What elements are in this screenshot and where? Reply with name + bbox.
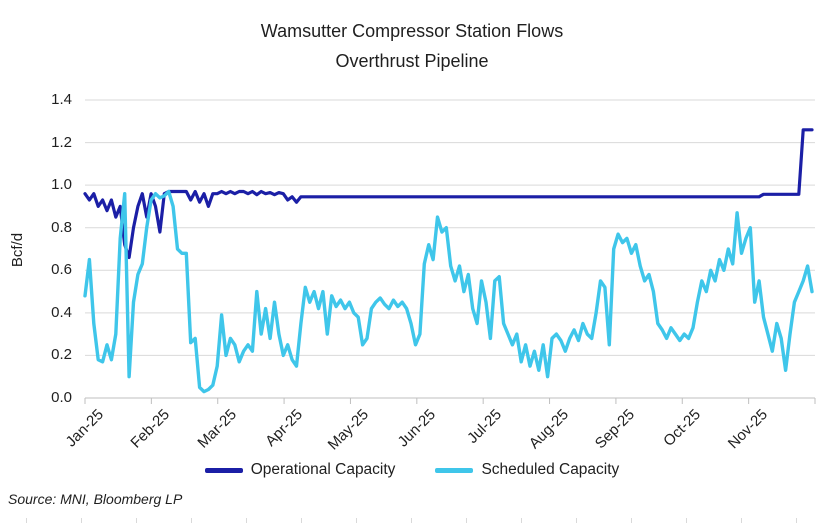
- cropped-axis-tick: [741, 518, 742, 523]
- y-axis-tick-label: 0.4: [51, 303, 72, 321]
- cropped-axis-tick: [191, 518, 192, 523]
- chart-title: Wamsutter Compressor Station Flows Overt…: [0, 16, 824, 76]
- y-axis-tick-label: 1.0: [51, 176, 72, 194]
- cropped-axis-tick: [631, 518, 632, 523]
- cropped-axis-tick: [356, 518, 357, 523]
- source-note: Source: MNI, Bloomberg LP: [8, 491, 183, 507]
- cropped-axis-tick: [796, 518, 797, 523]
- cropped-axis-tick: [576, 518, 577, 523]
- scheduled-capacity-swatch: [435, 467, 474, 473]
- y-axis-tick-label: 1.4: [51, 91, 72, 108]
- legend: Operational Capacity Scheduled Capacity: [0, 461, 824, 479]
- y-axis-tick-label: 0.0: [51, 389, 72, 406]
- chart-title-line2: Overthrust Pipeline: [335, 51, 489, 71]
- cropped-axis-tick: [26, 518, 27, 523]
- cropped-axis-tick: [246, 518, 247, 523]
- operational-capacity-line: [83, 128, 814, 260]
- y-axis-tick-label: 0.6: [51, 261, 72, 279]
- cropped-axis-tick: [136, 518, 137, 523]
- operational-capacity-swatch: [204, 467, 243, 473]
- chart-title-line1: Wamsutter Compressor Station Flows: [260, 21, 564, 41]
- cropped-axis-tick: [81, 518, 82, 523]
- y-axis-tick-label: 0.2: [51, 346, 72, 364]
- y-axis-tick-label: 1.2: [51, 133, 72, 151]
- scheduled-capacity-line: [83, 189, 814, 394]
- cropped-axis-tick: [686, 518, 687, 523]
- y-axis-tick-label: 0.8: [51, 218, 72, 236]
- legend-item-scheduled-capacity: Scheduled Capacity: [435, 461, 619, 479]
- cropped-axis-tick: [411, 518, 412, 523]
- legend-label-scheduled-capacity: Scheduled Capacity: [481, 461, 620, 478]
- cropped-axis-tick: [521, 518, 522, 523]
- legend-item-operational-capacity: Operational Capacity: [204, 461, 396, 479]
- cropped-axis-tick: [301, 518, 302, 523]
- legend-label-operational-capacity: Operational Capacity: [250, 461, 396, 478]
- cropped-axis-tick: [466, 518, 467, 523]
